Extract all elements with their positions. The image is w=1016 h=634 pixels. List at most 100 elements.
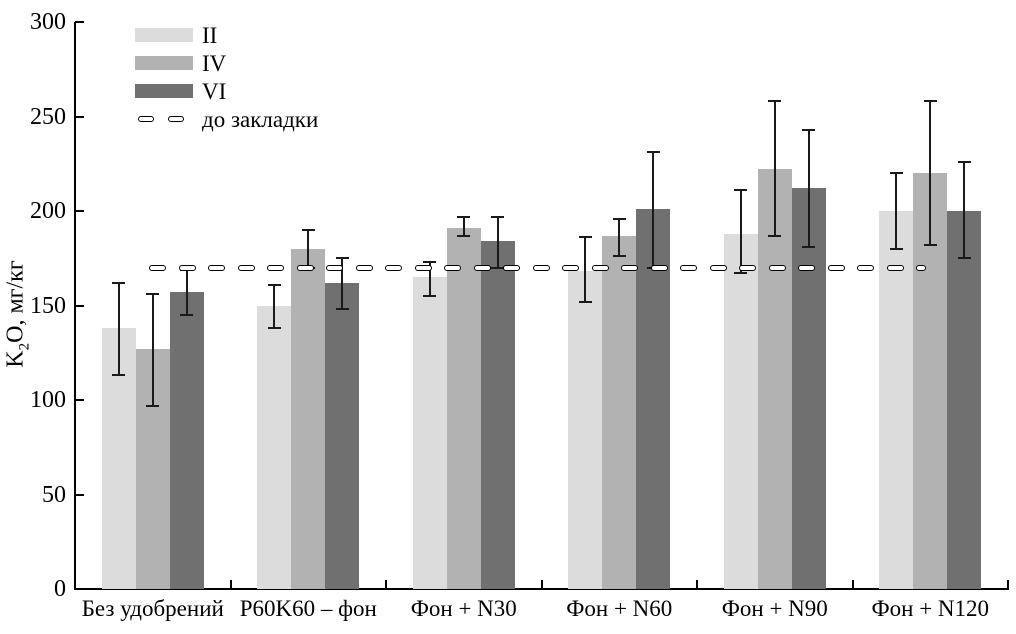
y-tick — [75, 210, 84, 212]
error-bar — [895, 173, 898, 249]
y-tick — [75, 493, 84, 496]
error-bar-cap — [923, 244, 937, 247]
dashed-line-sample — [135, 112, 193, 126]
error-bar-cap — [734, 272, 748, 275]
error-bar — [151, 294, 154, 406]
y-tick — [75, 21, 84, 23]
y-axis-title-subscript: 2 — [16, 342, 33, 351]
x-category-label: Фон + N30 — [410, 596, 517, 621]
bar-vi-2 — [480, 241, 515, 589]
error-bar-cap — [146, 293, 160, 296]
error-bar-cap — [957, 257, 971, 260]
bar-iv-3 — [602, 235, 637, 589]
legend-item-series-ii: II — [135, 24, 318, 47]
legend-swatch-ii — [135, 28, 193, 42]
legend-item-series-iv: IV — [135, 52, 318, 75]
y-tick-label: 150 — [30, 292, 66, 319]
x-category-label: Фон + N60 — [566, 596, 673, 621]
error-bar — [739, 190, 742, 274]
error-bar-cap — [335, 257, 349, 260]
error-bar-cap — [457, 234, 471, 237]
error-bar-cap — [335, 308, 349, 311]
baseline-dash — [208, 264, 225, 271]
legend-item-baseline: до закладки — [135, 108, 318, 131]
x-tick — [229, 580, 232, 589]
x-tick — [385, 580, 387, 589]
y-tick — [75, 115, 84, 118]
baseline-dash — [532, 264, 550, 271]
error-bar-cap — [423, 261, 437, 264]
error-bar-cap — [301, 228, 315, 231]
error-bar-cap — [180, 313, 194, 316]
error-bar-cap — [612, 217, 626, 220]
baseline-dash — [621, 264, 638, 271]
plot-area — [75, 21, 1009, 589]
y-axis-title-text: K — [2, 350, 29, 368]
error-bar-cap — [646, 151, 660, 154]
bar-vi-0 — [169, 292, 204, 589]
y-tick-label: 100 — [30, 387, 66, 413]
error-bar — [185, 269, 188, 315]
error-bar-cap — [957, 160, 971, 163]
baseline-dash — [886, 264, 904, 271]
legend-swatch-iv — [135, 56, 193, 70]
baseline-dash — [739, 264, 756, 271]
error-bar-cap — [267, 283, 281, 286]
bar-vi-1 — [325, 282, 360, 589]
legend-label: IV — [202, 50, 227, 76]
error-bar-cap — [889, 172, 903, 175]
error-bar-cap — [491, 266, 505, 269]
bar-ii-4 — [723, 233, 758, 589]
error-bar-cap — [768, 234, 782, 237]
error-bar — [462, 216, 465, 236]
bar-vi-3 — [636, 209, 671, 589]
legend-label: до закладки — [202, 106, 319, 132]
error-bar — [584, 237, 587, 302]
bar-ii-1 — [257, 305, 292, 589]
error-bar-cap — [146, 404, 160, 407]
baseline-dash — [591, 264, 609, 271]
y-tick-label: 0 — [54, 576, 66, 602]
bar-vi-5 — [947, 211, 982, 589]
legend: II IV VI до закладки — [135, 24, 318, 140]
bar-iv-4 — [757, 169, 792, 589]
error-bar-cap — [578, 236, 592, 239]
legend-label: VI — [202, 78, 227, 104]
legend-label: II — [202, 22, 218, 48]
baseline-dash — [827, 264, 845, 271]
x-category-label: P60K60 – фон — [239, 596, 377, 621]
x-tick — [696, 580, 698, 589]
baseline-dash — [650, 264, 668, 271]
error-bar-cap — [923, 100, 937, 103]
x-category-label: Фон + N120 — [871, 596, 990, 621]
x-category-label: Без удобрений — [81, 596, 224, 621]
error-bar-cap — [802, 245, 816, 248]
bar-ii-2 — [412, 277, 447, 589]
error-bar-cap — [768, 100, 782, 103]
baseline-dash — [355, 264, 373, 271]
error-bar — [307, 229, 310, 268]
y-tick — [75, 304, 84, 307]
error-bar — [341, 258, 344, 310]
legend-item-series-vi: VI — [135, 80, 318, 103]
error-bar — [428, 262, 431, 297]
error-bar-cap — [491, 215, 505, 218]
y-tick-label: 300 — [30, 9, 66, 35]
x-tick — [540, 580, 543, 589]
bar-iv-1 — [291, 248, 326, 589]
error-bar-cap — [457, 215, 471, 218]
baseline-dash — [503, 264, 520, 271]
baseline-dash — [414, 264, 432, 271]
error-bar-cap — [578, 300, 592, 303]
baseline-dash — [709, 264, 727, 271]
error-bar-cap — [889, 247, 903, 250]
baseline-dash — [267, 264, 284, 271]
bar-vi-4 — [791, 188, 826, 589]
legend-swatch-vi — [135, 84, 193, 98]
baseline-dash — [178, 264, 196, 271]
error-bar — [773, 101, 776, 236]
baseline-dash — [857, 264, 874, 271]
baseline-dash — [562, 264, 579, 271]
x-tick — [1007, 580, 1009, 589]
